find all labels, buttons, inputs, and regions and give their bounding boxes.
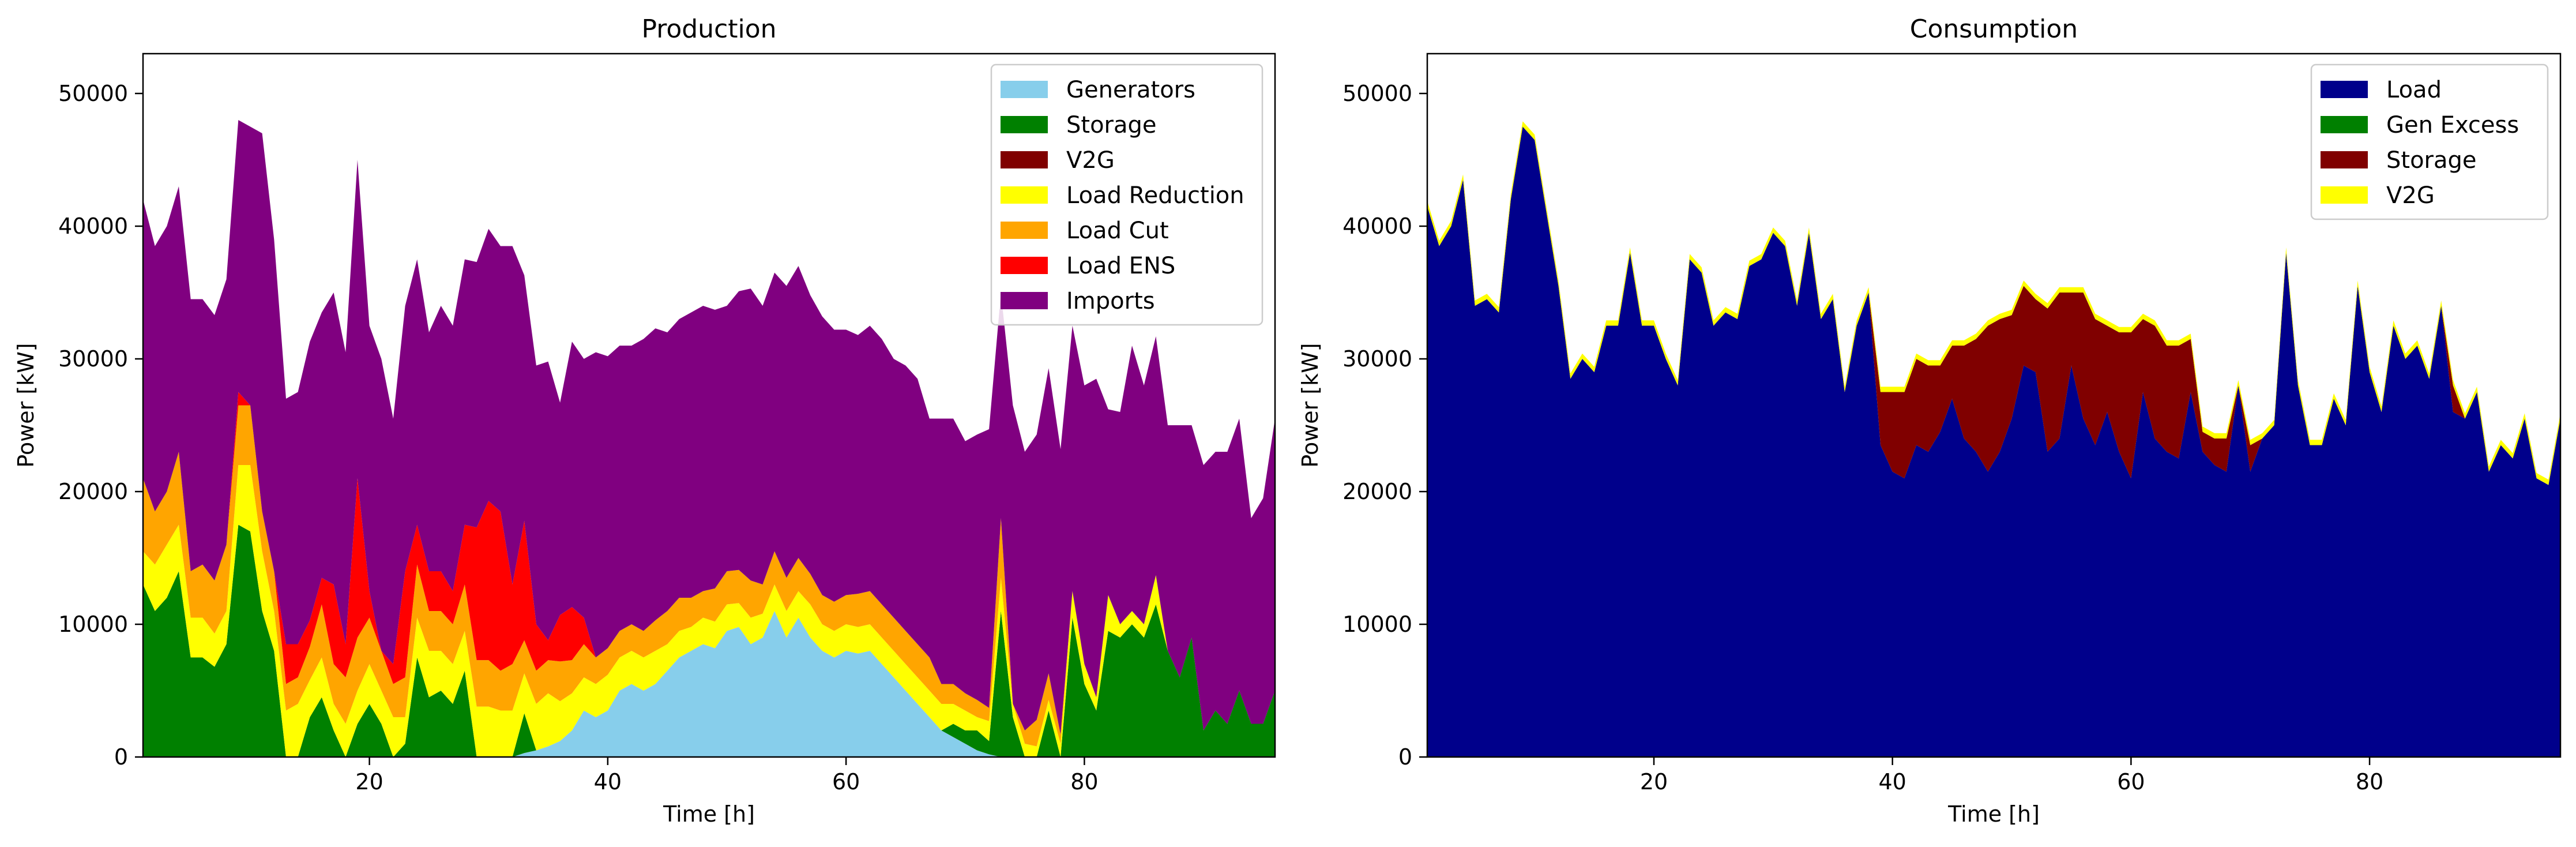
legend: Generators Storage V2G Load Reduction Load C… [990,63,1263,326]
legend: Load Gen Excess Storage V2G [2310,63,2549,220]
y-tick-label: 50000 [1342,81,1412,106]
y-tick-label: 50000 [58,81,128,106]
x-tick-label: 40 [1879,769,1906,794]
chart-panel-consumption: 20 40 60 80 0 10000 20000 30000 40000 50000 Consum… [1298,14,2562,827]
area-storage [143,524,1275,757]
y-tick-label: 30000 [58,346,128,372]
legend-label-storage: Storage [1066,112,1157,138]
legend-swatch-v2g [1001,151,1048,168]
x-tick-label: 80 [1070,769,1098,794]
y-tick-label: 20000 [1342,479,1412,504]
legend-label-load: Load [2386,77,2442,103]
legend-swatch-load-ens [1001,257,1048,274]
legend-box [990,63,1263,326]
legend-label-load-cut: Load Cut [1066,218,1169,244]
x-tick-label: 60 [2117,769,2145,794]
legend-swatch-gen-excess [2321,116,2368,133]
x-tick-label: 40 [594,769,622,794]
legend-label-load-reduction: Load Reduction [1066,182,1244,209]
y-tick-label: 0 [114,744,128,770]
legend-label-v2g: V2G [1066,147,1115,174]
area-storage [1427,126,2560,485]
legend-label-generators: Generators [1066,77,1195,103]
area-imports [143,120,1275,734]
legend-swatch-load-reduction [1001,186,1048,204]
area-load-cut [143,405,1275,747]
legend-swatch-load [2321,81,2368,98]
legend-swatch-imports [1001,292,1048,309]
legend-label-gen-excess: Gen Excess [2386,112,2519,138]
chart-title: Production [641,14,776,44]
legend-swatch-v2g [2321,186,2368,204]
y-tick-label: 0 [1398,744,1412,770]
legend-label-load-ens: Load ENS [1066,253,1175,279]
chart-title: Consumption [1910,14,2078,44]
y-tick-label: 10000 [58,612,128,637]
legend-label-imports: Imports [1066,288,1155,314]
x-axis-label: Time [h] [663,801,755,827]
legend-swatch-load-cut [1001,222,1048,239]
plot-frame [142,53,1276,758]
legend-swatch-generators [1001,81,1048,98]
y-tick-label: 40000 [58,213,128,239]
x-tick-label: 20 [355,769,383,794]
area-load-reduction [143,465,1275,757]
plot-frame [1426,53,2562,758]
legend-swatch-storage [2321,151,2368,168]
legend-box [2310,63,2549,220]
area-load [1427,126,2560,757]
y-tick-label: 30000 [1342,346,1412,372]
y-tick-label: 10000 [1342,612,1412,637]
chart-panel-production: 20 40 60 80 0 10000 20000 30000 40000 50000 Produc… [13,14,1276,827]
x-tick-label: 80 [2356,769,2383,794]
x-axis-label: Time [h] [1947,801,2040,827]
legend-label-storage: Storage [2386,147,2477,174]
y-tick-label: 40000 [1342,213,1412,239]
y-axis-label: Power [kW] [13,343,39,467]
y-axis-label: Power [kW] [1298,343,1323,467]
legend-swatch-storage [1001,116,1048,133]
legend-label-v2g: V2G [2386,182,2435,209]
y-tick-label: 20000 [58,479,128,504]
x-tick-label: 20 [1640,769,1668,794]
x-tick-label: 60 [832,769,860,794]
area-generators [143,611,1275,757]
